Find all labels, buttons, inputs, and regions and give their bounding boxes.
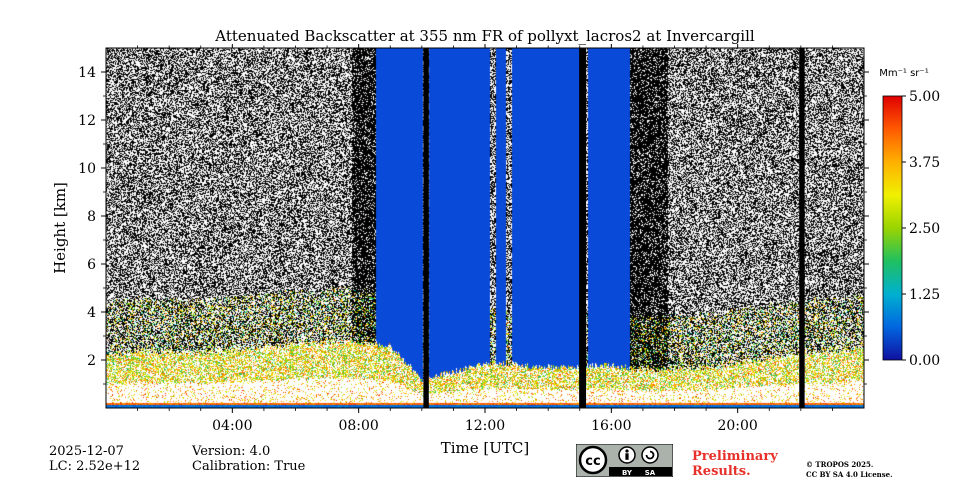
svg-text:cc: cc: [585, 454, 600, 469]
y-axis-label: Height [km]: [51, 182, 69, 274]
badge-by-label: BY: [622, 469, 633, 477]
y-tick-label: 8: [87, 209, 96, 225]
version-label: Version: 4.0: [192, 444, 271, 459]
x-tick-label: 08:00: [338, 418, 378, 434]
preliminary-line1: Preliminary: [692, 449, 778, 464]
y-tick-label: 2: [87, 353, 96, 369]
date-label: 2025-12-07: [49, 444, 124, 459]
colorbar-ticks: 0.00 1.25 2.50 3.75 5.00: [902, 89, 940, 369]
x-tick-label: 04:00: [212, 418, 252, 434]
y-tick-label: 4: [87, 305, 96, 321]
copyright-line1: © TROPOS 2025.: [806, 460, 874, 469]
x-tick-label: 16:00: [591, 418, 631, 434]
colorbar-tick-label: 0.00: [909, 353, 940, 369]
colorbar-tick-label: 3.75: [909, 155, 940, 171]
preliminary-line2: Results.: [692, 464, 751, 479]
chart-title: Attenuated Backscatter at 355 nm FR of p…: [214, 27, 755, 45]
data-gap-line: [579, 48, 587, 408]
x-axis-label: Time [UTC]: [441, 439, 530, 457]
plot-area: [106, 48, 864, 408]
cc-icon: [578, 445, 608, 475]
colorbar-tick-label: 1.25: [909, 287, 940, 303]
y-tick-label: 14: [78, 65, 96, 81]
y-tick-label: 6: [87, 257, 96, 273]
calibration-label: Calibration: True: [192, 459, 306, 474]
cc-by-sa-badge: cc BY SA: [576, 444, 673, 477]
y-tick-label: 12: [78, 113, 96, 129]
colorbar-tick-label: 2.50: [909, 221, 940, 237]
colorbar-tick-label: 5.00: [909, 89, 940, 105]
data-gap-line: [423, 48, 429, 408]
lc-label: LC: 2.52e+12: [49, 459, 141, 474]
data-gap-lines: [423, 48, 805, 408]
x-tick-label: 20:00: [717, 418, 757, 434]
copyright-line2: CC BY SA 4.0 License.: [806, 470, 893, 479]
x-tick-label: 12:00: [465, 418, 505, 434]
badge-sa-label: SA: [645, 469, 656, 477]
data-gap-line: [799, 48, 805, 408]
colorbar-unit-label: Mm⁻¹ sr⁻¹: [879, 68, 928, 79]
colorbar: Mm⁻¹ sr⁻¹ 0.00 1.25 2.50 3.75 5.00: [879, 68, 940, 369]
colorbar-gradient: [882, 95, 903, 361]
backscatter-heatmap: [106, 48, 864, 408]
sa-icon: [641, 446, 659, 464]
y-axis: 2 4 6 8 10 12 14: [78, 65, 869, 385]
x-axis: 04:00 08:00 12:00 16:00 20:00: [137, 44, 833, 434]
y-tick-label: 10: [78, 161, 96, 177]
